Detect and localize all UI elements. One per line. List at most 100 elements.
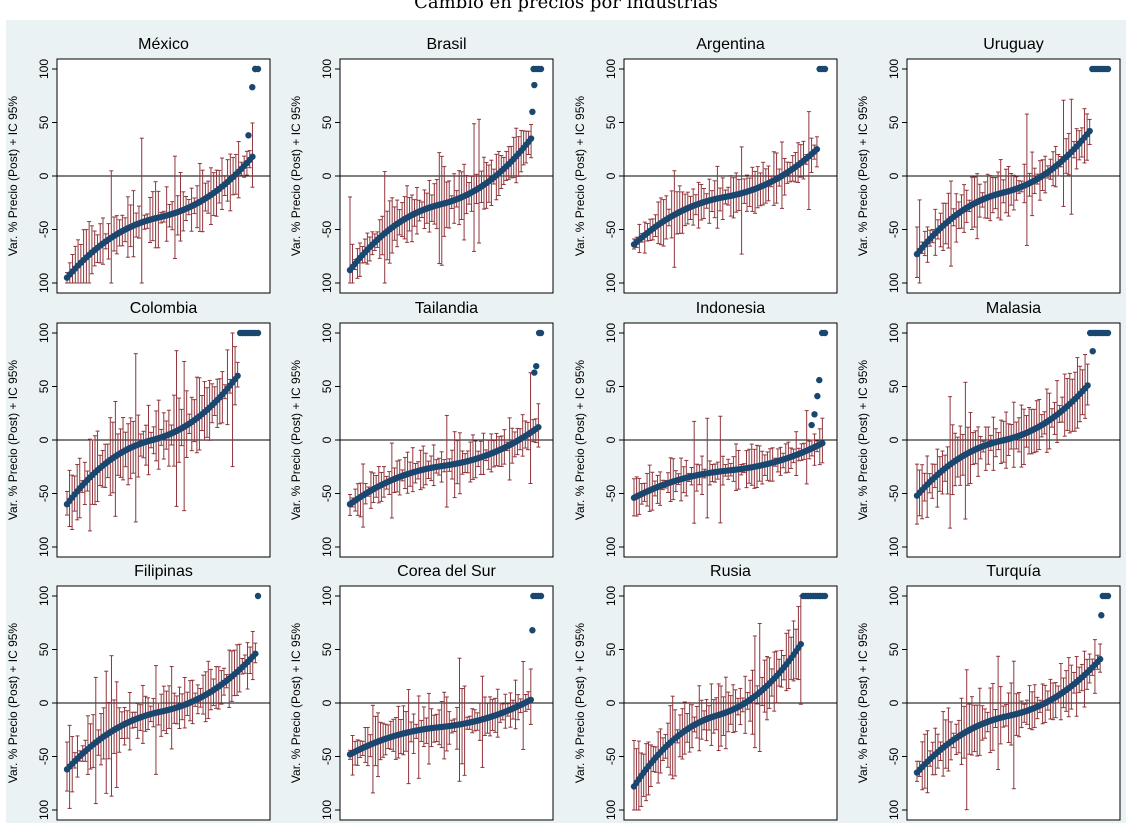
- estimate-point: [531, 369, 538, 376]
- y-tick-label: 50: [604, 643, 618, 657]
- y-axis-label: Var. % Precio (Post) + IC 95%: [289, 360, 303, 521]
- y-tick-label: 0: [887, 172, 901, 179]
- y-tick-label: 50: [37, 643, 51, 657]
- panel-corea-del-sur: Corea del Sur Var. % Precio (Post) + IC 9…: [289, 563, 554, 821]
- estimate-point: [245, 132, 252, 139]
- y-tick-label: 100: [887, 323, 901, 343]
- y-tick-label: 100: [320, 323, 334, 343]
- y-tick-label: 100: [37, 586, 51, 606]
- y-tick-label: -50: [887, 221, 901, 239]
- estimate-point: [813, 146, 821, 153]
- estimate-point: [1096, 655, 1104, 663]
- estimate-point: [821, 65, 829, 73]
- y-axis-label: Var. % Precio (Post) + IC 95%: [289, 623, 303, 784]
- estimate-point: [797, 640, 805, 648]
- estimate-point: [537, 65, 545, 73]
- estimate-point: [537, 592, 545, 600]
- panel-title: Turquía: [986, 563, 1041, 580]
- y-tick-label: 100: [320, 586, 334, 606]
- y-tick-label: 100: [604, 800, 618, 820]
- estimate-point: [254, 592, 262, 600]
- y-tick-label: 0: [37, 172, 51, 179]
- y-axis-label: Var. % Precio (Post) + IC 95%: [6, 623, 20, 784]
- estimate-point: [1098, 612, 1105, 619]
- estimate-point: [533, 362, 540, 370]
- y-tick-label: 100: [887, 537, 901, 557]
- chart-title: Cambio en precios por industrias: [414, 0, 718, 13]
- panel-title: Rusia: [710, 563, 751, 580]
- y-tick-label: 100: [887, 59, 901, 79]
- y-tick-label: 0: [320, 699, 334, 706]
- panel-title: Brasil: [426, 36, 466, 53]
- estimate-point: [808, 421, 815, 429]
- y-tick-label: 50: [604, 116, 618, 130]
- y-axis-label: Var. % Precio (Post) + IC 95%: [856, 96, 870, 257]
- panel-title: Uruguay: [983, 36, 1043, 53]
- y-tick-label: 100: [37, 59, 51, 79]
- estimate-point: [527, 135, 535, 142]
- panel-title: Corea del Sur: [397, 563, 496, 580]
- estimate-point: [1089, 347, 1096, 355]
- estimate-point: [1104, 592, 1112, 600]
- y-tick-label: -50: [887, 485, 901, 503]
- y-tick-label: 0: [320, 172, 334, 179]
- panel-title: México: [138, 36, 189, 53]
- y-tick-label: 50: [604, 380, 618, 394]
- estimate-point: [537, 329, 545, 337]
- panel-rusia: Rusia Var. % Precio (Post) + IC 95% 100 50 0…: [573, 563, 838, 821]
- y-axis-label: Var. % Precio (Post) + IC 95%: [289, 96, 303, 257]
- y-tick-label: 50: [37, 116, 51, 130]
- y-tick-label: -50: [604, 221, 618, 239]
- y-tick-label: 50: [887, 380, 901, 394]
- y-tick-label: 100: [37, 273, 51, 293]
- y-tick-label: 100: [320, 537, 334, 557]
- y-tick-label: -50: [887, 748, 901, 766]
- panel-argentina: Argentina Var. % Precio (Post) + IC 95% 10…: [573, 36, 838, 294]
- panel-title: Tailandia: [415, 300, 478, 317]
- panel-title: Colombia: [130, 300, 198, 317]
- y-tick-label: 100: [604, 273, 618, 293]
- y-tick-label: 0: [887, 436, 901, 443]
- estimate-point: [816, 376, 823, 384]
- estimate-point: [1086, 127, 1093, 135]
- y-tick-label: -50: [37, 485, 51, 503]
- estimate-point: [529, 108, 536, 116]
- estimate-point: [249, 83, 256, 91]
- y-tick-label: 0: [604, 172, 618, 179]
- y-tick-label: 100: [887, 800, 901, 820]
- panel-title: Argentina: [696, 36, 765, 53]
- y-tick-label: 100: [320, 273, 334, 293]
- panel-indonesia: Indonesia Var. % Precio (Post) + IC 95% 10…: [573, 300, 838, 558]
- panel-turquía: Turquía Var. % Precio (Post) + IC 95% 100 5…: [856, 563, 1121, 821]
- estimate-point: [234, 372, 241, 379]
- y-tick-label: 50: [37, 380, 51, 394]
- y-tick-label: -50: [37, 748, 51, 766]
- panel-title: Filipinas: [134, 563, 193, 580]
- estimate-point: [527, 696, 535, 703]
- estimate-point: [821, 592, 829, 600]
- y-axis-label: Var. % Precio (Post) + IC 95%: [573, 360, 587, 521]
- panel-colombia: Colombia Var. % Precio (Post) + IC 95% 100…: [6, 300, 271, 558]
- estimate-point: [1104, 65, 1112, 73]
- panel-title: Malasia: [986, 300, 1041, 317]
- y-axis-label: Var. % Precio (Post) + IC 95%: [573, 96, 587, 257]
- y-tick-label: 100: [320, 800, 334, 820]
- y-tick-label: 100: [37, 537, 51, 557]
- y-tick-label: 100: [37, 800, 51, 820]
- y-tick-label: 100: [887, 273, 901, 293]
- y-tick-label: 50: [320, 116, 334, 130]
- estimate-point: [814, 392, 821, 400]
- y-tick-label: -50: [604, 748, 618, 766]
- panel-filipinas: Filipinas Var. % Precio (Post) + IC 95% 10…: [6, 563, 271, 821]
- y-tick-label: 100: [320, 59, 334, 79]
- y-tick-label: -50: [320, 748, 334, 766]
- estimate-point: [1104, 329, 1112, 337]
- y-tick-label: 100: [37, 323, 51, 343]
- estimate-point: [252, 650, 259, 657]
- y-tick-label: -50: [604, 485, 618, 503]
- y-tick-label: 50: [887, 643, 901, 657]
- estimate-point: [1084, 382, 1091, 389]
- estimate-point: [254, 329, 262, 337]
- y-tick-label: 100: [604, 586, 618, 606]
- y-tick-label: 0: [887, 699, 901, 706]
